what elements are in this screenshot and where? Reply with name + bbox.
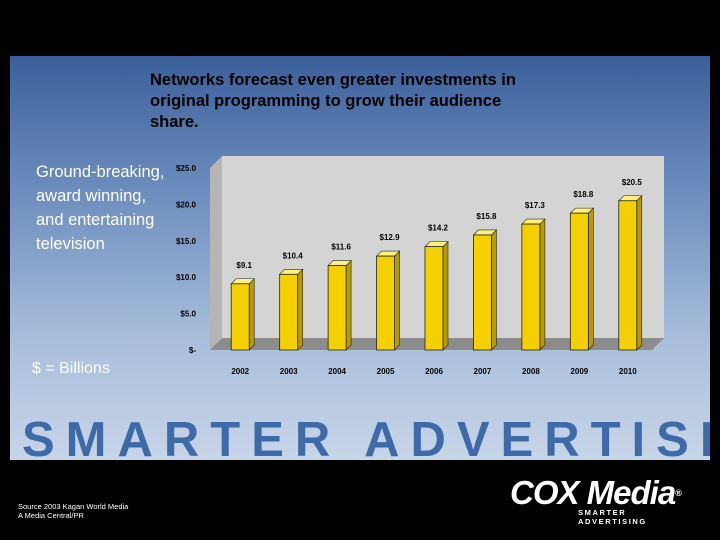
bar — [521, 223, 541, 351]
bar-value-label: $18.8 — [573, 190, 594, 199]
logo-registered: ® — [675, 488, 682, 498]
bar-value-label: $20.5 — [622, 178, 643, 187]
x-tick-label: 2003 — [280, 367, 298, 376]
banner-text: SMARTER ADVERTISING — [22, 413, 710, 467]
x-tick-label: 2010 — [619, 367, 637, 376]
bar-side — [394, 250, 400, 351]
bar — [424, 246, 444, 351]
bar-chart: $- $5.0 $10.0 $15.0 $20.0 $25.0 $9.1 2002 $10.4 2… — [176, 156, 664, 376]
bar — [230, 283, 250, 351]
y-tick-label: $25.0 — [176, 164, 197, 173]
y-tick-label: $- — [189, 346, 196, 355]
bar — [327, 265, 347, 351]
bar-side — [248, 278, 255, 351]
bar-side — [588, 207, 594, 351]
bar-value-label: $15.8 — [476, 212, 497, 221]
slide: Networks forecast even greater investmen… — [10, 10, 710, 530]
bar-value-label: $14.2 — [428, 224, 449, 233]
x-tick-label: 2005 — [377, 367, 395, 376]
x-tick-label: 2009 — [570, 367, 588, 376]
x-tick-label: 2002 — [231, 367, 249, 376]
plot-side-wall — [210, 156, 222, 350]
bar — [279, 273, 299, 351]
cox-media-logo: COX Media® SMARTER ADVERTISING — [510, 474, 690, 527]
bar — [569, 212, 589, 351]
bar — [618, 200, 638, 351]
logo-tagline: SMARTER ADVERTISING — [578, 508, 647, 526]
bar-value-label: $12.9 — [380, 233, 401, 242]
source-line-1: Source 2003 Kagan World Media — [18, 502, 129, 511]
x-tick-label: 2007 — [474, 367, 492, 376]
x-tick-label: 2008 — [522, 367, 540, 376]
source-note: Source 2003 Kagan World Media A Media Ce… — [18, 502, 128, 520]
headline: Networks forecast even greater investmen… — [150, 71, 516, 131]
logo-name: COX Media — [510, 474, 676, 511]
x-tick-label: 2004 — [328, 367, 346, 376]
y-tick-label: $5.0 — [180, 310, 196, 319]
x-tick-label: 2006 — [425, 367, 443, 376]
bar-value-label: $10.4 — [283, 251, 304, 260]
y-tick-label: $10.0 — [176, 273, 197, 282]
bar-side — [636, 195, 643, 351]
y-tick-label: $20.0 — [176, 200, 197, 209]
source-line-2: A Media Central/PR — [18, 511, 84, 520]
bar-value-label: $11.6 — [331, 243, 351, 252]
bar-side — [345, 259, 352, 351]
bar-side — [442, 240, 449, 351]
bar — [473, 234, 492, 351]
side-text: Ground-breaking, award winning, and ente… — [36, 163, 165, 253]
bar-side — [297, 268, 303, 351]
bar-side — [491, 229, 497, 351]
unit-note: $ = Billions — [32, 360, 110, 377]
bar-side — [539, 218, 546, 351]
y-tick-label: $15.0 — [176, 237, 197, 246]
bar — [376, 255, 395, 351]
bar-value-label: $9.1 — [236, 261, 252, 270]
bar-value-label: $17.3 — [525, 201, 546, 210]
